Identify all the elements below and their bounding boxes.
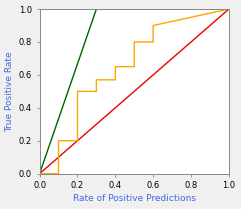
X-axis label: Rate of Positive Predictions: Rate of Positive Predictions: [73, 194, 196, 203]
Y-axis label: True Positive Rate: True Positive Rate: [6, 51, 14, 132]
